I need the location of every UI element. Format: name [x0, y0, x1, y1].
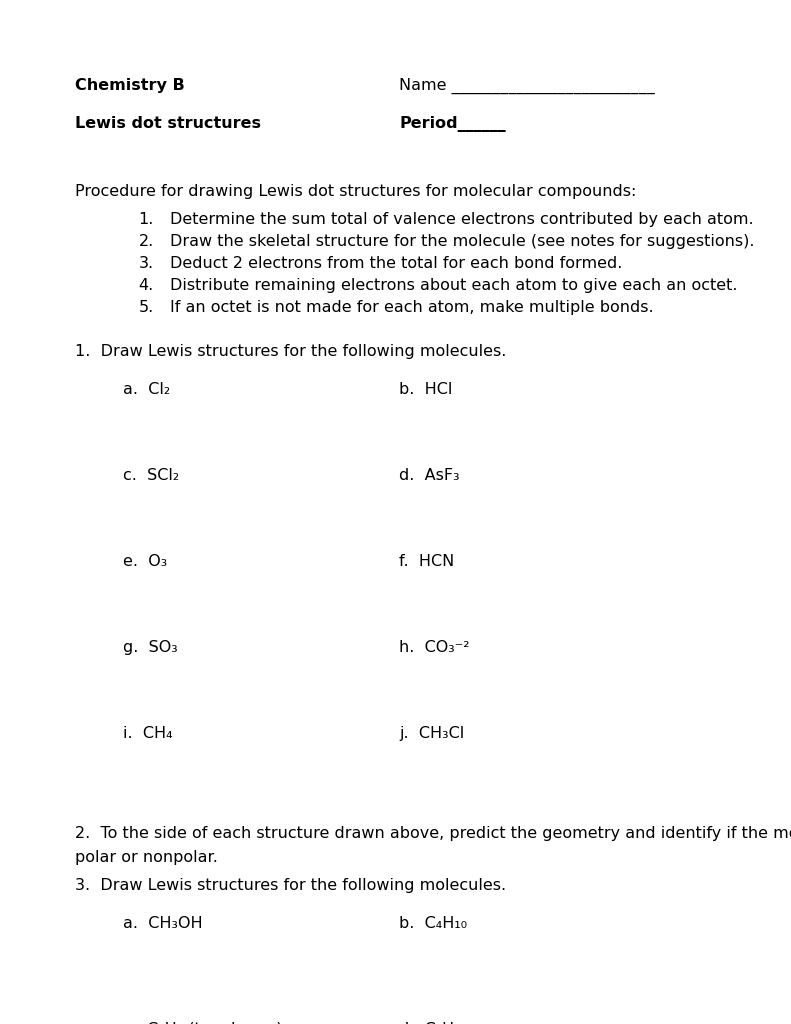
Text: c.  C₆H₆ (tough one): c. C₆H₆ (tough one) — [123, 1022, 282, 1024]
Text: a.  CH₃OH: a. CH₃OH — [123, 916, 202, 931]
Text: h.  CO₃⁻²: h. CO₃⁻² — [399, 640, 470, 655]
Text: b.  HCl: b. HCl — [399, 382, 452, 397]
Text: Lewis dot structures: Lewis dot structures — [75, 116, 261, 131]
Text: 3.: 3. — [138, 256, 153, 271]
Text: 1.: 1. — [138, 212, 153, 227]
Text: Determine the sum total of valence electrons contributed by each atom.: Determine the sum total of valence elect… — [170, 212, 754, 227]
Text: Procedure for drawing Lewis dot structures for molecular compounds:: Procedure for drawing Lewis dot structur… — [75, 184, 637, 199]
Text: c.  SCl₂: c. SCl₂ — [123, 468, 179, 483]
Text: 5.: 5. — [138, 300, 153, 315]
Text: If an octet is not made for each atom, make multiple bonds.: If an octet is not made for each atom, m… — [170, 300, 653, 315]
Text: 4.: 4. — [138, 278, 153, 293]
Text: a.  Cl₂: a. Cl₂ — [123, 382, 170, 397]
Text: Period______: Period______ — [399, 116, 506, 132]
Text: 2.: 2. — [138, 234, 153, 249]
Text: polar or nonpolar.: polar or nonpolar. — [75, 850, 218, 865]
Text: 1.  Draw Lewis structures for the following molecules.: 1. Draw Lewis structures for the followi… — [75, 344, 506, 359]
Text: i.  CH₄: i. CH₄ — [123, 726, 172, 741]
Text: Draw the skeletal structure for the molecule (see notes for suggestions).: Draw the skeletal structure for the mole… — [170, 234, 755, 249]
Text: b.  C₄H₁₀: b. C₄H₁₀ — [399, 916, 467, 931]
Text: d.  AsF₃: d. AsF₃ — [399, 468, 460, 483]
Text: Distribute remaining electrons about each atom to give each an octet.: Distribute remaining electrons about eac… — [170, 278, 737, 293]
Text: e.  O₃: e. O₃ — [123, 554, 167, 569]
Text: 2.  To the side of each structure drawn above, predict the geometry and identify: 2. To the side of each structure drawn a… — [75, 826, 791, 841]
Text: d.  C₂H₂: d. C₂H₂ — [399, 1022, 461, 1024]
Text: Name _________________________: Name _________________________ — [399, 78, 655, 94]
Text: 3.  Draw Lewis structures for the following molecules.: 3. Draw Lewis structures for the followi… — [75, 878, 506, 893]
Text: j.  CH₃Cl: j. CH₃Cl — [399, 726, 464, 741]
Text: Chemistry B: Chemistry B — [75, 78, 185, 93]
Text: g.  SO₃: g. SO₃ — [123, 640, 177, 655]
Text: f.  HCN: f. HCN — [399, 554, 455, 569]
Text: Deduct 2 electrons from the total for each bond formed.: Deduct 2 electrons from the total for ea… — [170, 256, 623, 271]
